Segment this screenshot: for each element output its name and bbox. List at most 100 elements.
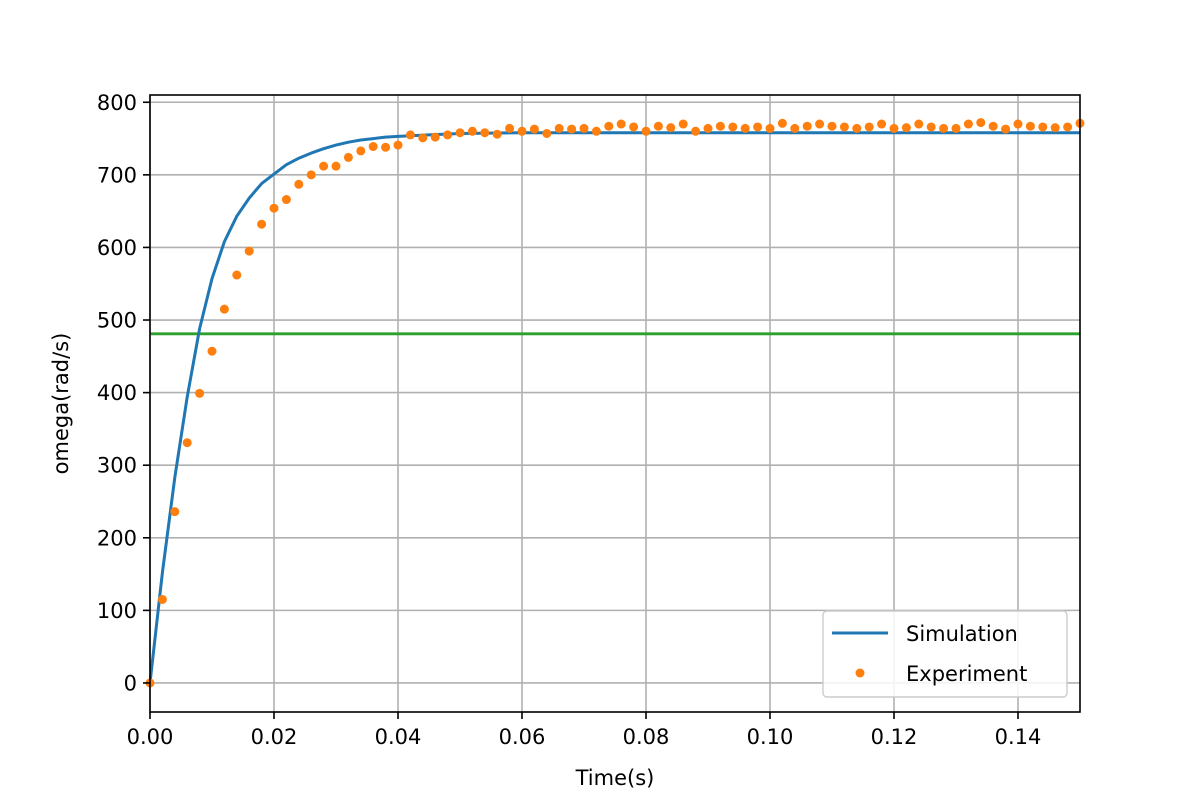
experiment-point bbox=[1001, 124, 1011, 134]
experiment-point bbox=[331, 161, 341, 171]
experiment-point bbox=[381, 142, 391, 152]
experiment-point bbox=[1013, 119, 1023, 129]
experiment-point bbox=[467, 126, 477, 136]
x-tick-label: 0.00 bbox=[127, 725, 174, 749]
experiment-point bbox=[455, 128, 465, 138]
experiment-point bbox=[1038, 122, 1048, 132]
experiment-point bbox=[529, 124, 539, 134]
experiment-point bbox=[418, 133, 428, 143]
experiment-point bbox=[728, 122, 738, 132]
y-tick-label: 100 bbox=[97, 599, 137, 623]
experiment-point bbox=[567, 124, 577, 134]
experiment-point bbox=[616, 119, 626, 129]
experiment-point bbox=[170, 507, 180, 517]
legend-simulation-label: Simulation bbox=[906, 622, 1018, 646]
x-tick-label: 0.14 bbox=[995, 725, 1042, 749]
y-tick-label: 400 bbox=[97, 381, 137, 405]
experiment-point bbox=[257, 219, 267, 229]
x-tick-label: 0.04 bbox=[375, 725, 422, 749]
experiment-point bbox=[740, 123, 750, 133]
experiment-point bbox=[294, 179, 304, 189]
experiment-point bbox=[182, 438, 192, 448]
experiment-point bbox=[802, 121, 812, 131]
experiment-point bbox=[939, 123, 949, 133]
experiment-point bbox=[653, 121, 663, 131]
y-tick-label: 500 bbox=[97, 309, 137, 333]
experiment-point bbox=[393, 140, 403, 150]
axis-ticks: 0.00 0.02 0.04 0.06 0.08 0.10 0.12 0.14 0 100 200 3… bbox=[97, 91, 1041, 749]
experiment-point bbox=[554, 123, 564, 133]
experiment-point bbox=[443, 130, 453, 140]
experiment-point bbox=[517, 126, 527, 136]
y-tick-label: 0 bbox=[124, 671, 137, 695]
legend-experiment-swatch bbox=[855, 668, 865, 678]
x-tick-label: 0.06 bbox=[499, 725, 546, 749]
experiment-point bbox=[604, 121, 614, 131]
y-tick-label: 600 bbox=[97, 236, 137, 260]
experiment-point bbox=[480, 128, 490, 138]
experiment-point bbox=[963, 119, 973, 129]
x-tick-label: 0.12 bbox=[871, 725, 918, 749]
experiment-point bbox=[926, 122, 936, 132]
experiment-point bbox=[1050, 123, 1060, 133]
experiment-point bbox=[1063, 122, 1073, 132]
experiment-point bbox=[542, 128, 552, 138]
x-tick-label: 0.02 bbox=[251, 725, 298, 749]
experiment-point bbox=[430, 132, 440, 142]
experiment-point bbox=[207, 346, 217, 356]
experiment-point bbox=[703, 123, 713, 133]
experiment-point bbox=[405, 130, 415, 140]
experiment-point bbox=[951, 123, 961, 133]
experiment-point bbox=[815, 119, 825, 129]
experiment-point bbox=[269, 203, 279, 213]
y-tick-label: 300 bbox=[97, 454, 137, 478]
experiment-point bbox=[901, 123, 911, 133]
experiment-point bbox=[777, 118, 787, 128]
legend: Simulation Experiment bbox=[822, 610, 1068, 698]
experiment-point bbox=[715, 121, 725, 131]
experiment-point bbox=[492, 129, 502, 139]
experiment-point bbox=[591, 126, 601, 136]
legend-experiment-label: Experiment bbox=[906, 662, 1027, 686]
experiment-point bbox=[368, 142, 378, 152]
experiment-point bbox=[1025, 121, 1035, 131]
experiment-point bbox=[765, 123, 775, 133]
experiment-point bbox=[244, 246, 254, 256]
experiment-point bbox=[889, 123, 899, 133]
y-tick-label: 200 bbox=[97, 526, 137, 550]
experiment-point bbox=[753, 122, 763, 132]
experiment-point bbox=[666, 123, 676, 133]
experiment-series bbox=[145, 118, 1085, 688]
x-axis-label: Time(s) bbox=[575, 766, 655, 790]
experiment-point bbox=[356, 146, 366, 156]
experiment-point bbox=[343, 152, 353, 162]
y-tick-label: 700 bbox=[97, 163, 137, 187]
experiment-point bbox=[641, 126, 651, 136]
experiment-point bbox=[219, 304, 229, 314]
experiment-point bbox=[864, 122, 874, 132]
experiment-point bbox=[691, 126, 701, 136]
experiment-point bbox=[877, 119, 887, 129]
y-tick-label: 800 bbox=[97, 91, 137, 115]
experiment-point bbox=[839, 122, 849, 132]
x-tick-label: 0.10 bbox=[747, 725, 794, 749]
experiment-point bbox=[988, 121, 998, 131]
experiment-point bbox=[914, 119, 924, 129]
experiment-point bbox=[319, 161, 329, 171]
experiment-point bbox=[281, 195, 291, 205]
experiment-point bbox=[579, 123, 589, 133]
experiment-point bbox=[852, 123, 862, 133]
experiment-point bbox=[827, 121, 837, 131]
experiment-point bbox=[195, 388, 205, 398]
x-tick-label: 0.08 bbox=[623, 725, 670, 749]
experiment-point bbox=[629, 122, 639, 132]
experiment-point bbox=[790, 123, 800, 133]
plot-frame bbox=[149, 94, 1081, 713]
experiment-point bbox=[505, 123, 515, 133]
experiment-point bbox=[678, 119, 688, 129]
experiment-point bbox=[157, 594, 167, 604]
y-axis-label: omega(rad/s) bbox=[49, 333, 73, 475]
experiment-point bbox=[976, 118, 986, 128]
experiment-point bbox=[306, 170, 316, 180]
